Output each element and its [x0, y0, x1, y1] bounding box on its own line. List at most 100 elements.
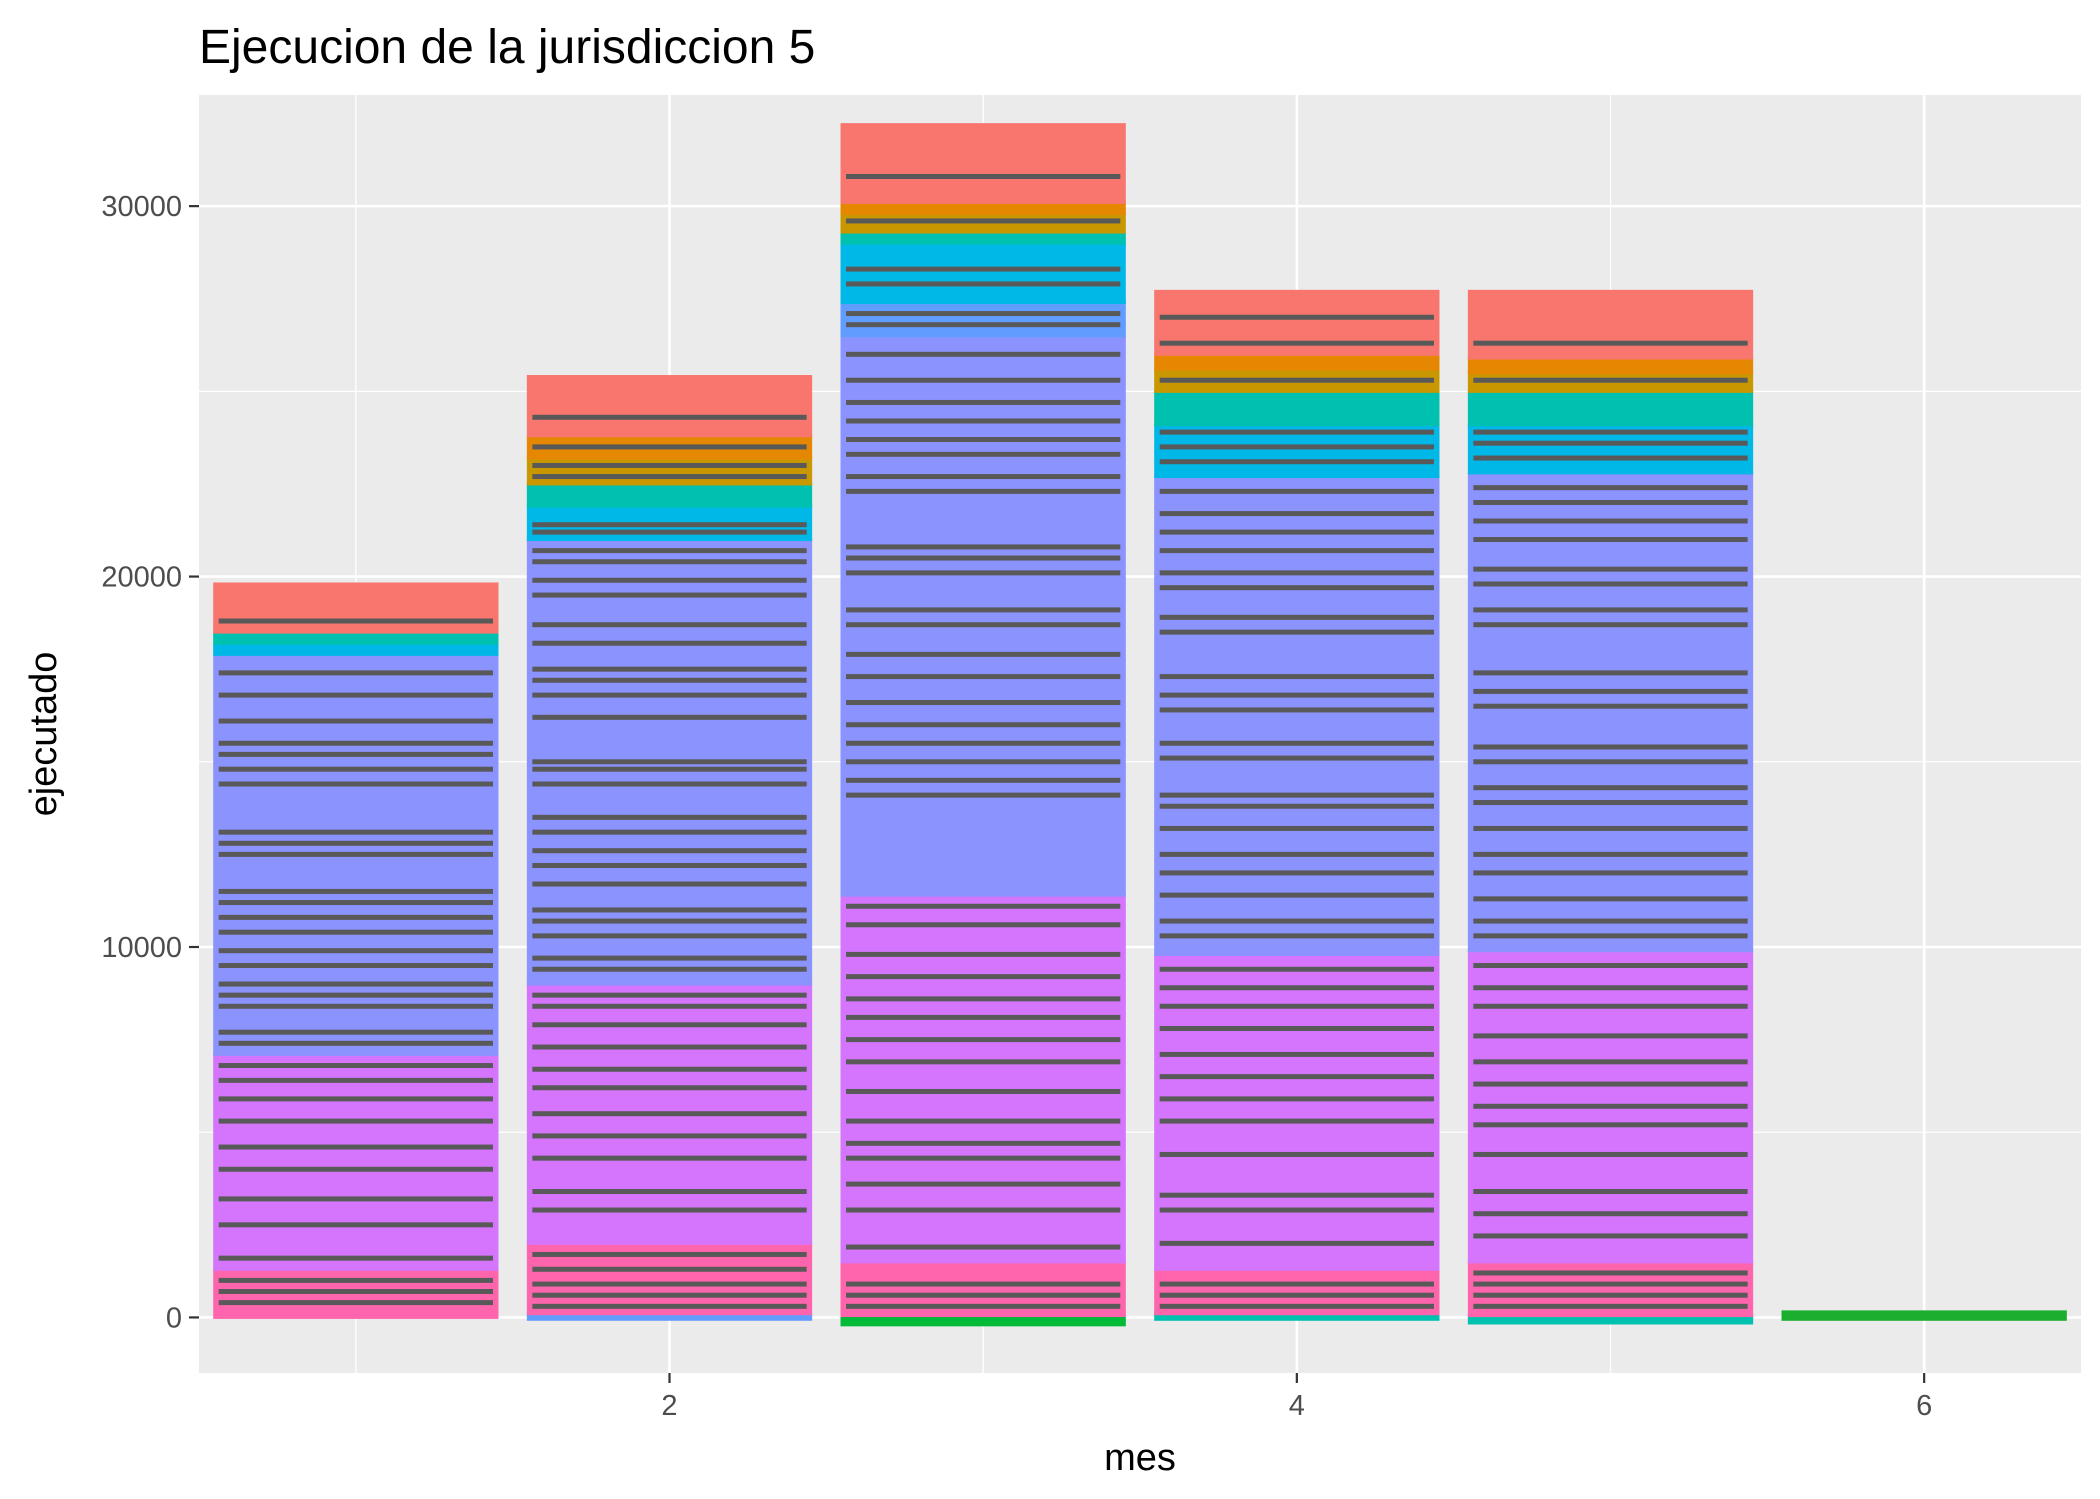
- bar-segment-edge: [1473, 1292, 1748, 1298]
- bar-segment-edge: [1473, 440, 1748, 446]
- bar-segment-edge: [846, 1155, 1121, 1161]
- bar-segment: [1154, 389, 1440, 427]
- bar-segment-edge: [532, 577, 807, 583]
- bar-segment: [840, 241, 1126, 304]
- bar-segment-edge: [1159, 933, 1434, 939]
- bar-segment-edge: [1159, 314, 1434, 320]
- bar-segment-edge: [1159, 870, 1434, 876]
- bar-segment-edge: [218, 914, 493, 920]
- bar-segment-edge: [1473, 1303, 1748, 1309]
- bar-segment-edge: [532, 829, 807, 835]
- bar-segment-edge: [1159, 629, 1434, 635]
- y-tick-label: 0: [166, 1302, 182, 1334]
- bar-segment-edge: [846, 1281, 1121, 1287]
- bar-segment-edge: [218, 1118, 493, 1124]
- y-tick-label: 20000: [101, 562, 182, 594]
- bar-segment-edge: [1473, 1281, 1748, 1287]
- bar-segment-edge: [1159, 1074, 1434, 1080]
- bar-segment-edge: [532, 1133, 807, 1139]
- bar-segment-edge: [1473, 918, 1748, 924]
- y-tick-label: 10000: [101, 932, 182, 964]
- bar-segment-edge: [532, 848, 807, 854]
- bar-segment-edge: [1159, 740, 1434, 746]
- bar-segment-edge: [218, 1255, 493, 1261]
- bar-segment-edge: [532, 474, 807, 480]
- bar-segment-edge: [1473, 1122, 1748, 1128]
- bar-segment-edge: [1159, 511, 1434, 517]
- bar-segment-edge: [1159, 529, 1434, 535]
- bar-segment-edge: [846, 700, 1121, 706]
- bar-segment-edge: [846, 996, 1121, 1002]
- bar-segment-edge: [218, 766, 493, 772]
- bar-segment-edge: [218, 1003, 493, 1009]
- bar-segment-edge: [1473, 870, 1748, 876]
- bar-segment-edge: [846, 266, 1121, 272]
- bar-segment-edge: [532, 462, 807, 468]
- bar-segment-edge: [846, 488, 1121, 494]
- bar-segment-edge: [532, 1066, 807, 1072]
- bar-segment-edge: [532, 1044, 807, 1050]
- bar-segment-edge: [532, 781, 807, 787]
- bar-segment-edge: [532, 1155, 807, 1161]
- bar-segment-edge: [532, 522, 807, 528]
- bar-segment-edge: [1473, 499, 1748, 505]
- bar-segment-edge: [846, 437, 1121, 443]
- bar-segment: [213, 1052, 499, 1271]
- bar-segment-edge: [1473, 703, 1748, 709]
- bar-segment-edge: [1473, 670, 1748, 676]
- bar-segment-edge: [1473, 455, 1748, 461]
- bar-segment-edge: [1159, 1292, 1434, 1298]
- bar-segment-edge: [846, 722, 1121, 728]
- bar-segment-edge: [218, 1166, 493, 1172]
- bar-segment-edge: [846, 1088, 1121, 1094]
- bar-segment-edge: [1159, 825, 1434, 831]
- bar-segment-edge: [846, 607, 1121, 613]
- bar-segment-edge: [532, 1188, 807, 1194]
- bar-segment-edge: [218, 992, 493, 998]
- bar-segment-edge: [532, 918, 807, 924]
- bar-segment-edge: [532, 1111, 807, 1117]
- bar-segment-edge: [218, 829, 493, 835]
- bar-segment-edge: [1473, 429, 1748, 435]
- bar-segment-edge: [846, 218, 1121, 224]
- bar-segment-edge: [532, 1251, 807, 1257]
- bar-segment-edge: [846, 974, 1121, 980]
- bar-segment-edge: [846, 474, 1121, 480]
- bar-segment: [840, 200, 1126, 216]
- bar-segment-edge: [846, 311, 1121, 317]
- bar-3: [840, 123, 1126, 1327]
- bar-segment-edge: [532, 529, 807, 535]
- bar-segment-edge: [218, 1040, 493, 1046]
- bar-segment-edge: [532, 414, 807, 420]
- bar-segment-edge: [1159, 488, 1434, 494]
- bar-segment-edge: [1159, 340, 1434, 346]
- bar-segment: [1781, 1310, 2067, 1321]
- bar-segment: [1467, 471, 1754, 953]
- bar-segment-edge: [846, 418, 1121, 424]
- bar-segment-edge: [532, 559, 807, 565]
- bar-segment-edge: [218, 781, 493, 787]
- bar-segment-edge: [1473, 566, 1748, 572]
- bar-segment-edge: [532, 1281, 807, 1287]
- bar-segment-edge: [532, 592, 807, 598]
- bar-segment-edge: [532, 444, 807, 450]
- bar-segment-edge: [1159, 1281, 1434, 1287]
- y-axis: 0 10000 20000 30000: [101, 191, 199, 1334]
- bar-segment-edge: [846, 1014, 1121, 1020]
- bar-segment-edge: [846, 322, 1121, 328]
- x-tick-label: 2: [661, 1390, 677, 1422]
- bar-segment-edge: [218, 692, 493, 698]
- bar-segment-edge: [846, 173, 1121, 179]
- bar-segment-edge: [846, 1140, 1121, 1146]
- bar-segment: [213, 630, 499, 645]
- bar-segment-edge: [1473, 785, 1748, 791]
- y-tick-label: 30000: [101, 191, 182, 223]
- bar-segment: [840, 300, 1126, 338]
- bar-segment-edge: [1159, 1207, 1434, 1213]
- bar-segment-edge: [846, 1181, 1121, 1187]
- bar-segment-edge: [218, 840, 493, 846]
- bar-segment-edge: [218, 618, 493, 624]
- bar-segment-edge: [846, 1292, 1121, 1298]
- bar-segment-edge: [532, 766, 807, 772]
